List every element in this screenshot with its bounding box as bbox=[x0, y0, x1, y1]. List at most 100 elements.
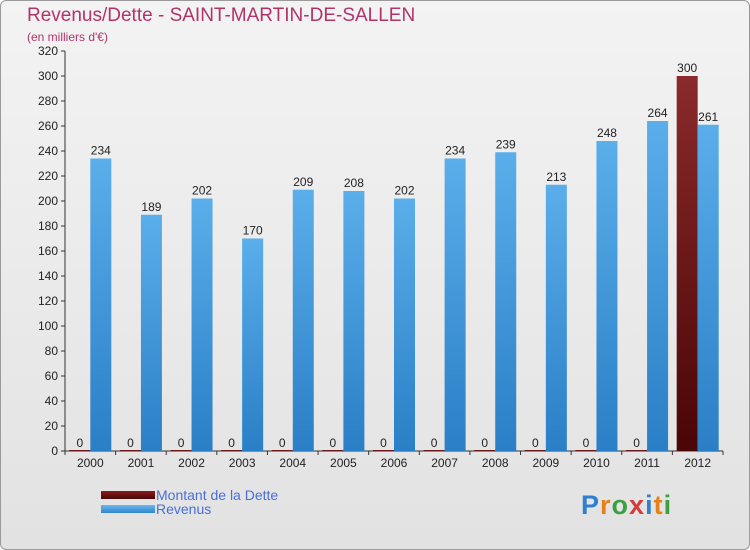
data-label-debt: 0 bbox=[431, 436, 438, 450]
data-label-revenue: 170 bbox=[243, 224, 263, 238]
logo-letter: x bbox=[629, 490, 646, 520]
logo-letter: i bbox=[645, 490, 654, 520]
y-tick-label: 100 bbox=[38, 319, 58, 333]
x-tick-label: 2009 bbox=[532, 456, 559, 470]
data-label-revenue: 213 bbox=[546, 170, 566, 184]
bar-revenue bbox=[191, 198, 213, 451]
data-label-revenue: 208 bbox=[344, 176, 364, 190]
y-tick-label: 300 bbox=[38, 69, 58, 83]
x-tick-label: 2006 bbox=[381, 456, 408, 470]
proxiti-logo: Proxiti bbox=[581, 490, 672, 521]
data-label-debt: 0 bbox=[279, 436, 286, 450]
data-label-revenue: 239 bbox=[496, 137, 516, 151]
bar-debt bbox=[575, 450, 597, 451]
legend-item-debt: Montant de la Dette bbox=[101, 487, 278, 503]
bar-debt bbox=[119, 450, 141, 451]
logo-letter: i bbox=[663, 490, 673, 520]
y-tick-label: 220 bbox=[38, 169, 58, 183]
bar-revenue bbox=[292, 189, 314, 451]
data-label-debt: 0 bbox=[583, 436, 590, 450]
bar-debt bbox=[170, 450, 192, 451]
bar-debt bbox=[474, 450, 496, 451]
data-label-debt: 0 bbox=[481, 436, 488, 450]
bar-revenue bbox=[697, 124, 719, 451]
x-tick-label: 2000 bbox=[77, 456, 104, 470]
y-tick-label: 140 bbox=[38, 269, 58, 283]
x-tick-label: 2008 bbox=[482, 456, 509, 470]
data-label-debt: 0 bbox=[178, 436, 185, 450]
logo-letter: t bbox=[653, 490, 664, 520]
data-label-revenue: 234 bbox=[91, 144, 111, 158]
data-label-revenue: 189 bbox=[141, 200, 161, 214]
bar-revenue bbox=[90, 158, 112, 451]
logo-letter: P bbox=[581, 490, 601, 520]
y-tick-label: 260 bbox=[38, 119, 58, 133]
data-label-debt: 0 bbox=[330, 436, 337, 450]
x-tick-label: 2002 bbox=[178, 456, 205, 470]
data-label-debt: 0 bbox=[76, 436, 83, 450]
y-tick-label: 280 bbox=[38, 94, 58, 108]
y-tick-label: 120 bbox=[38, 294, 58, 308]
data-label-debt: 0 bbox=[127, 436, 134, 450]
y-tick-label: 320 bbox=[38, 44, 58, 58]
x-tick-label: 2005 bbox=[330, 456, 357, 470]
y-tick-label: 180 bbox=[38, 219, 58, 233]
y-tick-label: 0 bbox=[51, 444, 58, 458]
bar-debt bbox=[322, 450, 344, 451]
legend-item-revenue: Revenus bbox=[101, 501, 211, 517]
y-tick-label: 200 bbox=[38, 194, 58, 208]
y-tick-label: 60 bbox=[45, 369, 59, 383]
bar-debt bbox=[676, 76, 698, 451]
bar-revenue bbox=[647, 121, 669, 451]
y-tick-label: 80 bbox=[45, 344, 59, 358]
data-label-revenue: 202 bbox=[192, 184, 212, 198]
chart-subtitle: (en milliers d'€) bbox=[27, 30, 108, 44]
data-label-debt: 0 bbox=[228, 436, 235, 450]
data-label-debt: 0 bbox=[380, 436, 387, 450]
x-tick-label: 2003 bbox=[229, 456, 256, 470]
x-tick-label: 2004 bbox=[279, 456, 306, 470]
logo-letter: r bbox=[600, 490, 612, 520]
data-label-debt: 0 bbox=[633, 436, 640, 450]
data-label-revenue: 234 bbox=[445, 144, 465, 158]
bar-revenue bbox=[242, 238, 264, 451]
logo-letter: o bbox=[611, 490, 630, 520]
bar-debt bbox=[524, 450, 546, 451]
x-tick-label: 2007 bbox=[431, 456, 458, 470]
bar-revenue bbox=[545, 184, 567, 451]
bar-revenue bbox=[343, 191, 365, 451]
data-label-revenue: 261 bbox=[698, 110, 718, 124]
y-tick-label: 240 bbox=[38, 144, 58, 158]
legend-label-revenue: Revenus bbox=[156, 501, 212, 517]
legend-label-debt: Montant de la Dette bbox=[156, 487, 279, 503]
data-label-revenue: 248 bbox=[597, 126, 617, 140]
bar-debt bbox=[423, 450, 445, 451]
data-label-revenue: 264 bbox=[648, 106, 668, 120]
data-label-revenue: 209 bbox=[293, 175, 313, 189]
chart-title: Revenus/Dette - SAINT-MARTIN-DE-SALLEN bbox=[27, 5, 416, 26]
bar-debt bbox=[221, 450, 243, 451]
y-tick-label: 20 bbox=[45, 419, 59, 433]
bar-debt bbox=[271, 450, 293, 451]
y-tick-label: 160 bbox=[38, 244, 58, 258]
bar-revenue bbox=[140, 214, 162, 451]
bar-revenue bbox=[495, 152, 517, 451]
bar-revenue bbox=[394, 198, 415, 451]
x-tick-label: 2011 bbox=[634, 456, 660, 470]
x-tick-label: 2010 bbox=[583, 456, 610, 470]
data-label-debt: 0 bbox=[532, 436, 539, 450]
x-tick-label: 2001 bbox=[128, 456, 155, 470]
legend-swatch-debt bbox=[101, 491, 155, 499]
data-label-debt: 300 bbox=[677, 61, 697, 75]
bar-revenue bbox=[444, 158, 466, 451]
data-label-revenue: 202 bbox=[394, 184, 414, 198]
bar-revenue bbox=[596, 141, 618, 451]
bar-debt bbox=[626, 450, 648, 451]
bar-debt bbox=[373, 450, 394, 451]
legend-swatch-revenue bbox=[101, 505, 155, 513]
x-tick-label: 2012 bbox=[684, 456, 711, 470]
y-tick-label: 40 bbox=[45, 394, 59, 408]
bar-debt bbox=[69, 450, 91, 451]
